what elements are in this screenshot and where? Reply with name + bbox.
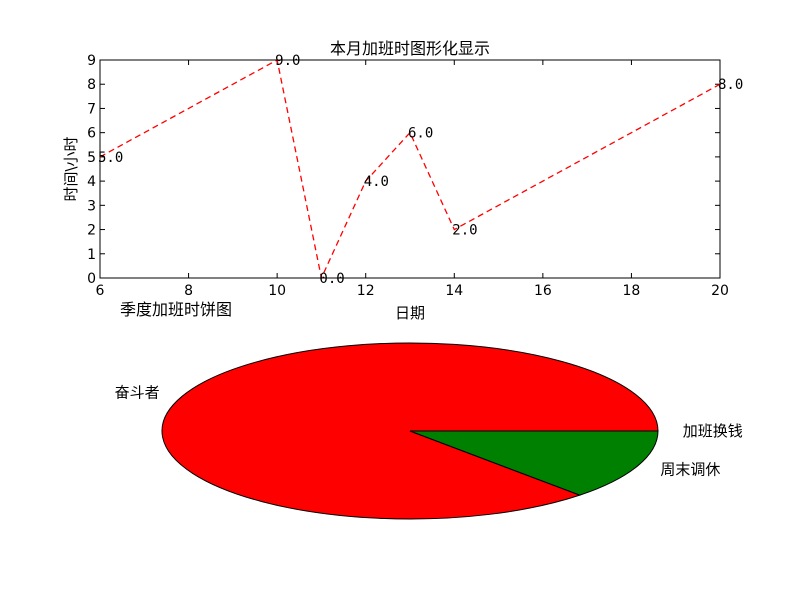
x-tick-label: 8 — [184, 283, 193, 299]
series-line — [99, 59, 721, 281]
data-label: 0.0 — [319, 271, 344, 287]
data-label: 8.0 — [718, 77, 743, 93]
x-tick-label: 12 — [357, 283, 375, 299]
data-label: 5.0 — [98, 150, 123, 166]
line-chart-title: 本月加班时图形化显示 — [330, 39, 490, 58]
x-tick-label: 20 — [711, 283, 729, 299]
line-chart-frame — [99, 59, 721, 279]
data-label: 4.0 — [364, 174, 389, 190]
line-chart-series: 5.0 9.0 0.0 4.0 6.0 2.0 8.0 — [98, 53, 743, 287]
line-chart-xlabel: 日期 — [395, 304, 425, 322]
data-label: 6.0 — [408, 126, 433, 142]
pie-slice-label: 周末调休 — [660, 460, 720, 478]
y-tick-label: 1 — [87, 247, 96, 263]
y-tick-label: 6 — [87, 126, 96, 142]
y-tick-label: 9 — [87, 53, 96, 69]
y-tick-label: 5 — [87, 150, 96, 166]
y-tick-label: 8 — [87, 77, 96, 93]
y-tick-label: 4 — [87, 174, 96, 190]
y-tick-label: 0 — [87, 271, 96, 287]
x-tick-label: 18 — [623, 283, 641, 299]
pie-slice-label: 加班换钱 — [683, 422, 743, 440]
data-label: 9.0 — [275, 53, 300, 69]
x-tick-label: 6 — [96, 283, 105, 299]
y-tick-label: 2 — [87, 223, 96, 239]
pie-chart-slices — [161, 342, 659, 520]
x-tick-label: 16 — [534, 283, 552, 299]
pie-slice — [409, 430, 659, 496]
y-tick-label: 3 — [87, 198, 96, 214]
pie-slice-label: 奋斗者 — [115, 384, 160, 402]
x-tick-label: 10 — [268, 283, 286, 299]
y-tick-label: 7 — [87, 101, 96, 117]
pie-chart-title: 季度加班时饼图 — [120, 300, 232, 319]
line-chart-ylabel: 时间\小时 — [62, 136, 80, 201]
data-label: 2.0 — [452, 223, 477, 239]
x-tick-label: 14 — [445, 283, 463, 299]
